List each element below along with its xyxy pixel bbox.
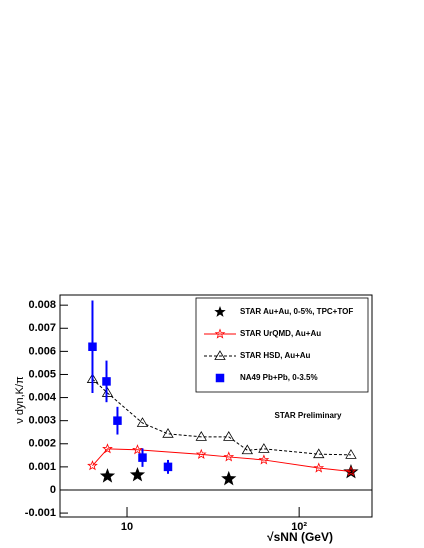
marker — [345, 449, 357, 459]
y-tick-label: -0.001 — [25, 507, 56, 519]
legend-label: STAR UrQMD, Au+Au — [240, 329, 321, 338]
marker — [136, 417, 149, 427]
marker — [221, 470, 237, 486]
y-tick-label: 0 — [50, 484, 56, 496]
x-axis-label: √sNN (GeV) — [267, 530, 333, 544]
marker — [223, 451, 235, 462]
marker — [113, 416, 122, 425]
marker — [313, 462, 325, 473]
y-tick-label: 0.008 — [28, 299, 56, 311]
marker — [102, 443, 113, 454]
y-tick-label: 0.003 — [28, 415, 56, 427]
legend-marker — [214, 350, 226, 360]
marker — [129, 466, 146, 482]
plot-frame — [59, 294, 373, 518]
legend-label: STAR HSD, Au+Au — [240, 351, 311, 360]
legend-label: NA49 Pb+Pb, 0-3.5% — [240, 373, 318, 382]
marker — [258, 454, 270, 465]
y-tick-label: 0.005 — [28, 368, 56, 380]
marker — [258, 443, 270, 453]
marker — [195, 448, 207, 459]
y-tick-label: 0.002 — [28, 438, 56, 450]
legend-label: STAR Au+Au, 0-5%, TPC+TOF — [240, 307, 353, 316]
series-line — [92, 378, 351, 456]
legend-marker — [214, 306, 226, 317]
marker — [345, 465, 357, 477]
y-tick-label: 0.001 — [28, 461, 56, 473]
marker — [138, 453, 147, 462]
y-tick-label: 0.007 — [28, 322, 56, 334]
marker — [162, 428, 174, 438]
legend-marker — [214, 328, 226, 339]
marker — [163, 462, 173, 472]
marker — [88, 342, 97, 351]
marker — [241, 444, 254, 455]
marker — [99, 468, 116, 483]
marker — [87, 460, 98, 471]
x-tick-label: 10² — [291, 521, 307, 533]
marker — [102, 377, 111, 386]
marker — [132, 444, 143, 455]
marker — [195, 431, 207, 441]
y-tick-label: 0.004 — [28, 391, 56, 403]
series-line — [92, 448, 352, 472]
x-tick-label: 10 — [121, 521, 133, 533]
annotation: STAR Preliminary — [275, 411, 343, 420]
legend — [195, 297, 369, 393]
marker — [313, 448, 325, 459]
y-axis-label: ν dyn,K/π — [14, 376, 26, 424]
legend-marker — [215, 373, 225, 383]
marker — [223, 431, 235, 441]
y-tick-label: 0.006 — [28, 345, 56, 357]
